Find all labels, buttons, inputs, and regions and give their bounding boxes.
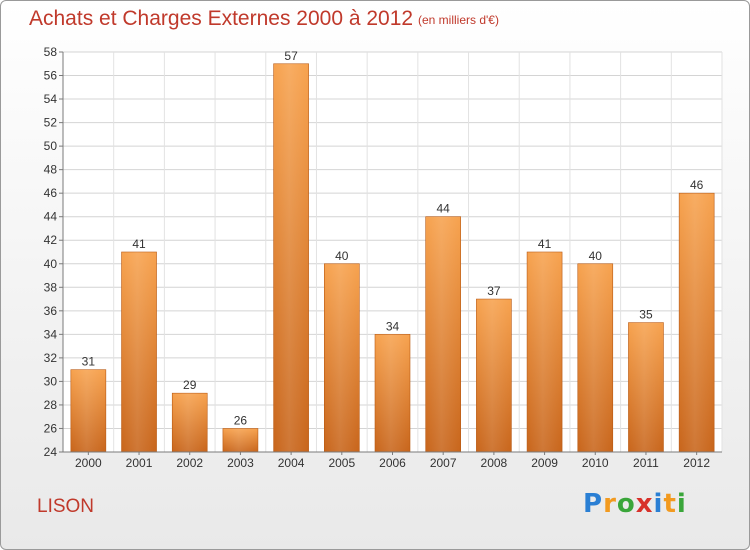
x-tick-label: 2009	[531, 456, 558, 470]
x-tick-label: 2001	[126, 456, 153, 470]
logo-letter: r	[603, 489, 617, 519]
bar-shine	[476, 299, 512, 452]
logo-letter: o	[616, 489, 636, 519]
logo-letter: P	[583, 489, 604, 519]
logo-letter: x	[635, 489, 654, 519]
data-label: 40	[589, 249, 603, 263]
data-label: 40	[335, 249, 349, 263]
logo-letter: t	[663, 489, 677, 519]
data-label: 57	[284, 49, 298, 63]
bar-shine	[172, 393, 208, 452]
data-label: 31	[82, 355, 96, 369]
bar-shine	[70, 369, 106, 452]
y-tick-label: 28	[44, 398, 58, 412]
x-tick-label: 2011	[633, 456, 659, 470]
x-tick-label: 2004	[278, 456, 305, 470]
proxiti-logo: Proxiti	[583, 489, 687, 519]
bar-shine	[628, 322, 664, 452]
bar-shine	[375, 334, 410, 452]
data-label: 26	[234, 413, 248, 427]
y-tick-label: 26	[44, 421, 58, 435]
logo-letter: i	[653, 489, 664, 519]
data-label: 44	[437, 202, 451, 216]
bar-shine	[222, 428, 258, 452]
bar-shine	[527, 252, 563, 452]
x-tick-label: 2010	[582, 456, 609, 470]
bar-shine	[425, 216, 461, 452]
y-tick-label: 32	[44, 351, 58, 365]
y-tick-label: 58	[44, 45, 58, 59]
data-label: 34	[386, 319, 400, 333]
x-tick-label: 2008	[481, 456, 508, 470]
y-tick-label: 40	[44, 257, 58, 271]
x-tick-label: 2007	[430, 456, 457, 470]
bar-shine	[121, 252, 157, 452]
x-tick-label: 2002	[176, 456, 203, 470]
logo-letter: i	[676, 489, 687, 519]
y-tick-label: 36	[44, 304, 58, 318]
x-tick-label: 2000	[75, 456, 102, 470]
y-tick-label: 42	[44, 233, 58, 247]
data-label: 41	[132, 237, 146, 251]
x-tick-label: 2005	[328, 456, 355, 470]
y-tick-label: 50	[44, 139, 58, 153]
y-tick-label: 44	[44, 210, 58, 224]
chart-title: Achats et Charges Externes 2000 à 2012	[29, 7, 414, 30]
chart-subtitle: (en milliers d'€)	[418, 13, 499, 27]
bar-shine	[324, 263, 360, 452]
data-label: 37	[487, 284, 501, 298]
y-tick-label: 52	[44, 116, 58, 130]
bar-shine	[679, 193, 715, 453]
x-tick-label: 2012	[683, 456, 710, 470]
bar-shine	[273, 63, 309, 452]
commune-name: LISON	[37, 496, 95, 517]
y-tick-label: 48	[44, 163, 58, 177]
y-tick-label: 38	[44, 280, 58, 294]
x-tick-label: 2003	[227, 456, 254, 470]
y-tick-label: 24	[44, 445, 58, 459]
data-label: 41	[538, 237, 552, 251]
data-label: 29	[183, 378, 197, 392]
y-tick-label: 46	[44, 186, 58, 200]
data-label: 35	[639, 308, 653, 322]
x-tick-label: 2006	[379, 456, 406, 470]
data-label: 46	[690, 178, 704, 192]
y-tick-label: 34	[44, 327, 58, 341]
y-tick-label: 30	[44, 374, 58, 388]
y-tick-label: 56	[44, 69, 58, 83]
bar-shine	[577, 263, 613, 452]
y-tick-label: 54	[44, 92, 58, 106]
